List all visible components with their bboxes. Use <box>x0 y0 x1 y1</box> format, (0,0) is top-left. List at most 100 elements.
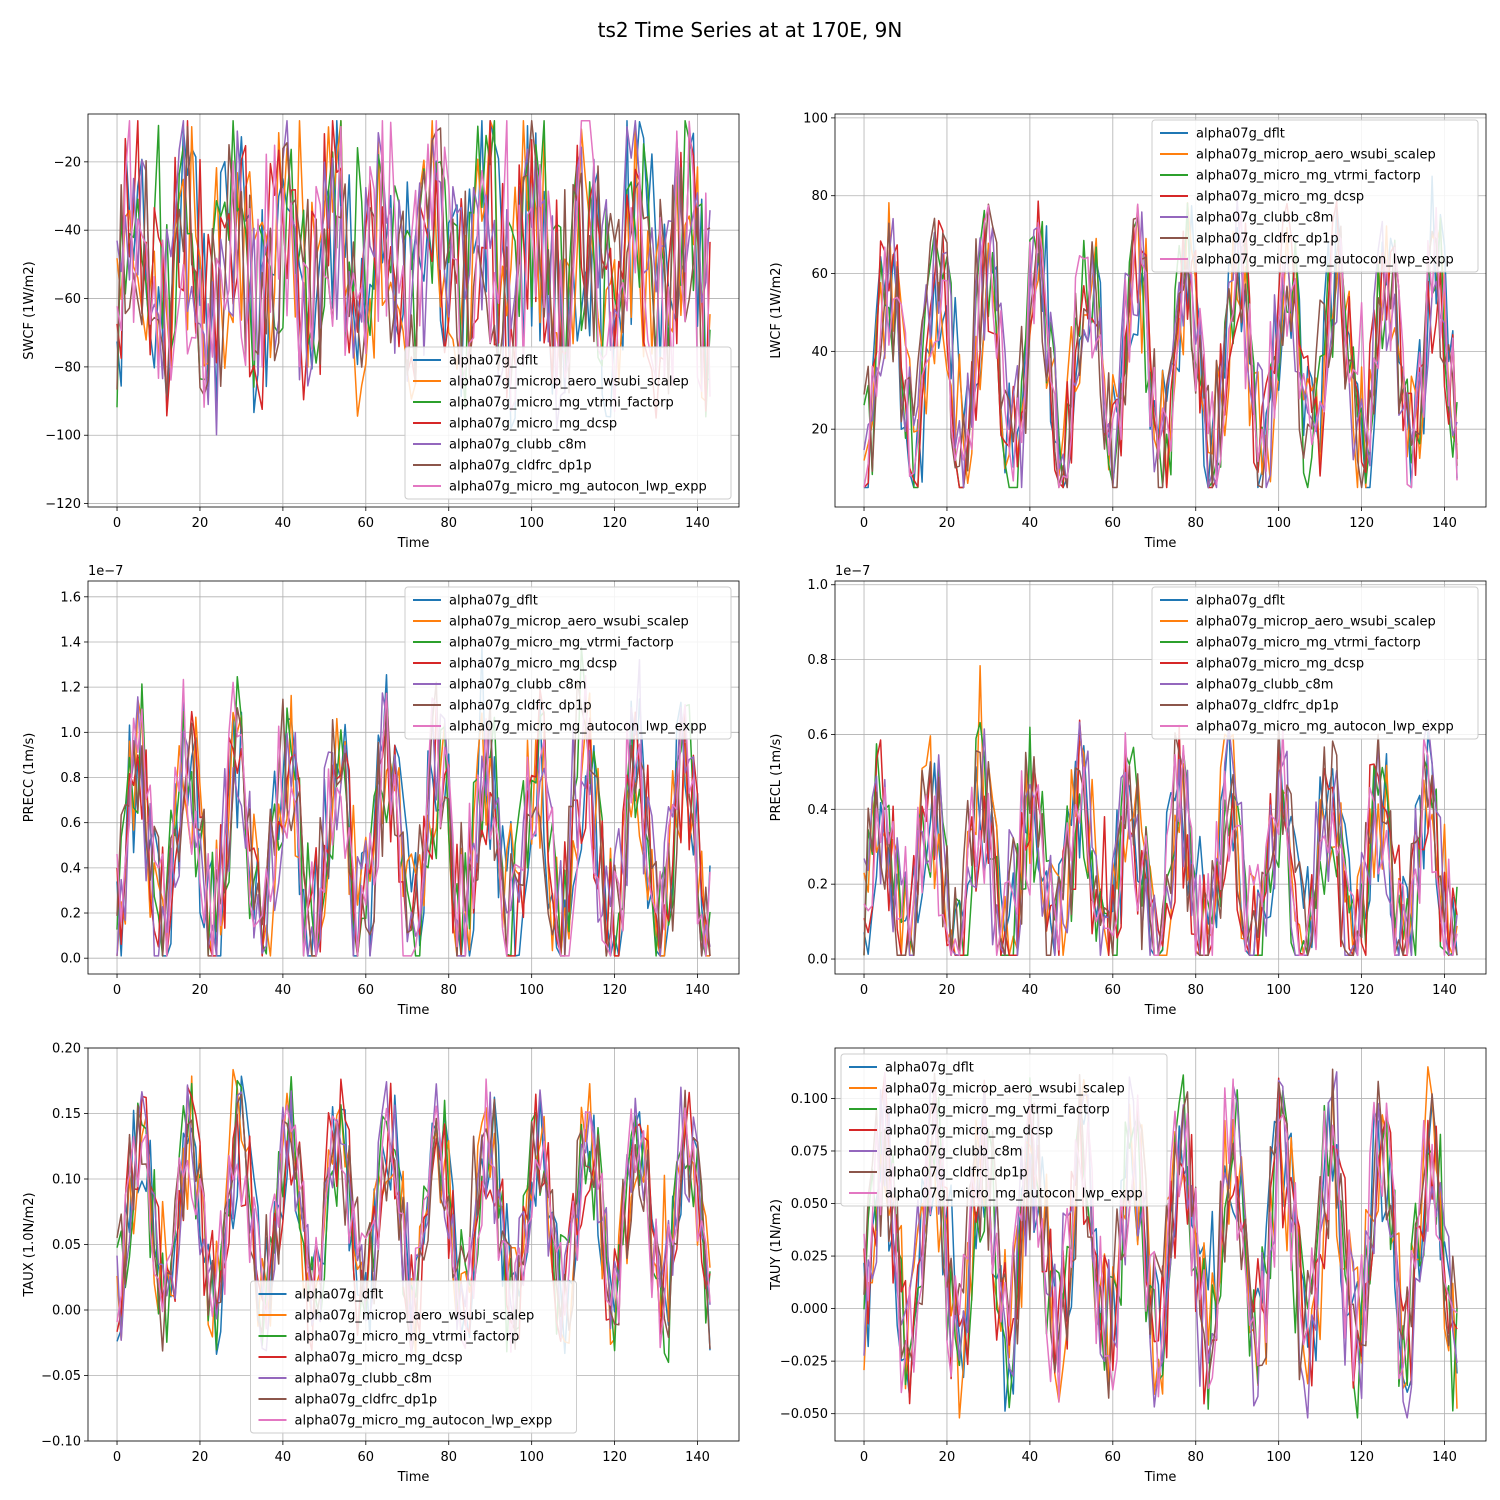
legend-label: alpha07g_micro_mg_autocon_lwp_expp <box>1196 253 1454 268</box>
legend: alpha07g_dflt alpha07g_microp_aero_wsubi_… <box>404 586 732 740</box>
y-axis-label: PRECC (1m/s) <box>22 733 37 823</box>
x-tick-label: 140 <box>1432 1450 1457 1465</box>
x-tick-label: 80 <box>1187 983 1204 998</box>
legend-label: alpha07g_cldfrc_dp1p <box>1196 699 1339 714</box>
y-tick-label: −20 <box>54 155 81 170</box>
x-tick-label: 140 <box>685 1450 710 1465</box>
y-tick-label: 0.8 <box>807 653 828 668</box>
x-tick-label: 100 <box>519 516 544 531</box>
y-tick-label: −100 <box>45 429 81 444</box>
chart-panel-3: 0 20 40 60 80 100 120 140 0.0 0.2 0.4 0.6 0.8 1.0 1.2 1… <box>22 564 740 1018</box>
legend-label: alpha07g_microp_aero_wsubi_scalep <box>295 1309 535 1324</box>
legend-label: alpha07g_cldfrc_dp1p <box>1196 232 1339 247</box>
legend-box <box>840 1053 1168 1207</box>
legend-label: alpha07g_micro_mg_vtrmi_factorp <box>449 636 674 651</box>
legend-label: alpha07g_micro_mg_autocon_lwp_expp <box>295 1414 553 1429</box>
legend-label: alpha07g_clubb_c8m <box>449 678 586 693</box>
x-tick-label: 40 <box>1022 983 1039 998</box>
legend-label: alpha07g_micro_mg_dcsp <box>885 1124 1053 1139</box>
legend-label: alpha07g_dflt <box>1196 127 1285 142</box>
y-tick-label: 0.2 <box>60 907 81 922</box>
chart-panel-6: 0 20 40 60 80 100 120 140 −0.050 −0.025 0.000 0.025… <box>769 1047 1487 1485</box>
legend-label: alpha07g_dflt <box>449 354 538 369</box>
chart-panel-4: 0 20 40 60 80 100 120 140 0.0 0.2 0.4 0.6 0.8 1.0 Time… <box>769 564 1487 1018</box>
y-tick-label: 0.2 <box>807 878 828 893</box>
x-axis-label: Time <box>397 1003 430 1018</box>
legend-box <box>404 586 732 740</box>
y-tick-label: 0.050 <box>791 1197 828 1212</box>
x-tick-label: 100 <box>519 1450 544 1465</box>
x-tick-label: 120 <box>602 1450 627 1465</box>
x-tick-label: 0 <box>113 1450 121 1465</box>
legend-label: alpha07g_clubb_c8m <box>295 1372 432 1387</box>
legend-label: alpha07g_microp_aero_wsubi_scalep <box>1196 615 1436 630</box>
legend-box <box>250 1280 577 1434</box>
series-line-alpha07g_cldfrc_dp1p <box>863 203 1458 489</box>
x-tick-label: 80 <box>440 516 457 531</box>
legend: alpha07g_dflt alpha07g_microp_aero_wsubi_… <box>840 1053 1168 1207</box>
legend-label: alpha07g_dflt <box>1196 594 1285 609</box>
x-tick-label: 60 <box>1105 1450 1122 1465</box>
y-tick-label: 0.6 <box>60 816 81 831</box>
legend: alpha07g_dflt alpha07g_microp_aero_wsubi_… <box>250 1280 577 1434</box>
figure-title: ts2 Time Series at at 170E, 9N <box>598 18 903 42</box>
series-line-alpha07g_cldfrc_dp1p <box>863 724 1458 957</box>
y-tick-label: −40 <box>54 224 81 239</box>
x-tick-label: 140 <box>1432 516 1457 531</box>
y-tick-label: 0.025 <box>791 1250 828 1265</box>
y-tick-label: −80 <box>54 360 81 375</box>
legend-box <box>1151 586 1479 740</box>
legend-label: alpha07g_micro_mg_autocon_lwp_expp <box>885 1187 1143 1202</box>
legend-label: alpha07g_micro_mg_vtrmi_factorp <box>1196 636 1421 651</box>
y-tick-label: 0.20 <box>52 1042 81 1057</box>
legend-label: alpha07g_microp_aero_wsubi_scalep <box>449 375 689 390</box>
axis-offset-label: 1e−7 <box>835 564 870 579</box>
axes-frame <box>834 113 1487 508</box>
chart-panel-2: 0 20 40 60 80 100 120 140 20 40 60 80 100 Time LWCF (1… <box>769 111 1487 551</box>
x-tick-label: 0 <box>860 983 868 998</box>
y-axis-label: TAUX (1.0N/m2) <box>22 1192 37 1297</box>
chart-panel-1: 0 20 40 60 80 100 120 140 −120 −100 −80 −60 −40 −20 Ti… <box>22 113 740 551</box>
legend: alpha07g_dflt alpha07g_microp_aero_wsubi_… <box>1151 119 1479 273</box>
legend-label: alpha07g_cldfrc_dp1p <box>295 1393 438 1408</box>
legend-label: alpha07g_cldfrc_dp1p <box>449 459 592 474</box>
y-tick-label: −0.050 <box>780 1407 828 1422</box>
legend-label: alpha07g_micro_mg_dcsp <box>449 417 617 432</box>
series-line-alpha07g_micro_mg_autocon_lwp_expp <box>863 1071 1458 1403</box>
y-axis-label: PRECL (1m/s) <box>769 734 784 822</box>
x-tick-label: 40 <box>1022 1450 1039 1465</box>
y-tick-label: 0.4 <box>807 803 828 818</box>
panels: 0 20 40 60 80 100 120 140 −120 −100 −80 −60 −40 −20 Ti… <box>22 111 1487 1485</box>
series-line-alpha07g_cldfrc_dp1p <box>863 1068 1458 1399</box>
legend-label: alpha07g_micro_mg_dcsp <box>449 657 617 672</box>
y-axis-label: TAUY (1N/m2) <box>769 1199 784 1291</box>
legend-label: alpha07g_micro_mg_vtrmi_factorp <box>1196 169 1421 184</box>
y-tick-label: −0.025 <box>780 1355 828 1370</box>
legend: alpha07g_dflt alpha07g_microp_aero_wsubi_… <box>404 346 732 500</box>
y-tick-label: 0.00 <box>52 1304 81 1319</box>
series-lines <box>863 1066 1458 1419</box>
axes-frame <box>834 580 1487 975</box>
x-tick-label: 60 <box>358 983 375 998</box>
y-tick-label: 80 <box>811 189 828 204</box>
series-lines <box>863 175 1458 489</box>
y-tick-label: 0.000 <box>791 1302 828 1317</box>
y-tick-label: 0.0 <box>807 953 828 968</box>
legend: alpha07g_dflt alpha07g_microp_aero_wsubi_… <box>1151 586 1479 740</box>
x-tick-label: 140 <box>685 516 710 531</box>
x-tick-label: 80 <box>440 983 457 998</box>
x-axis-label: Time <box>397 1470 430 1485</box>
y-tick-label: −0.05 <box>41 1369 81 1384</box>
series-line-alpha07g_micro_mg_autocon_lwp_expp <box>863 203 1458 489</box>
y-tick-label: 1.6 <box>60 590 81 605</box>
x-axis-label: Time <box>1144 1470 1177 1485</box>
series-lines <box>116 645 711 957</box>
x-tick-label: 120 <box>602 516 627 531</box>
y-tick-label: 0.4 <box>60 861 81 876</box>
x-tick-label: 80 <box>1187 1450 1204 1465</box>
x-tick-label: 40 <box>275 516 292 531</box>
x-tick-label: 140 <box>1432 983 1457 998</box>
legend-label: alpha07g_micro_mg_vtrmi_factorp <box>449 396 674 411</box>
y-tick-label: 0.075 <box>791 1144 828 1159</box>
x-tick-label: 100 <box>1266 1450 1291 1465</box>
